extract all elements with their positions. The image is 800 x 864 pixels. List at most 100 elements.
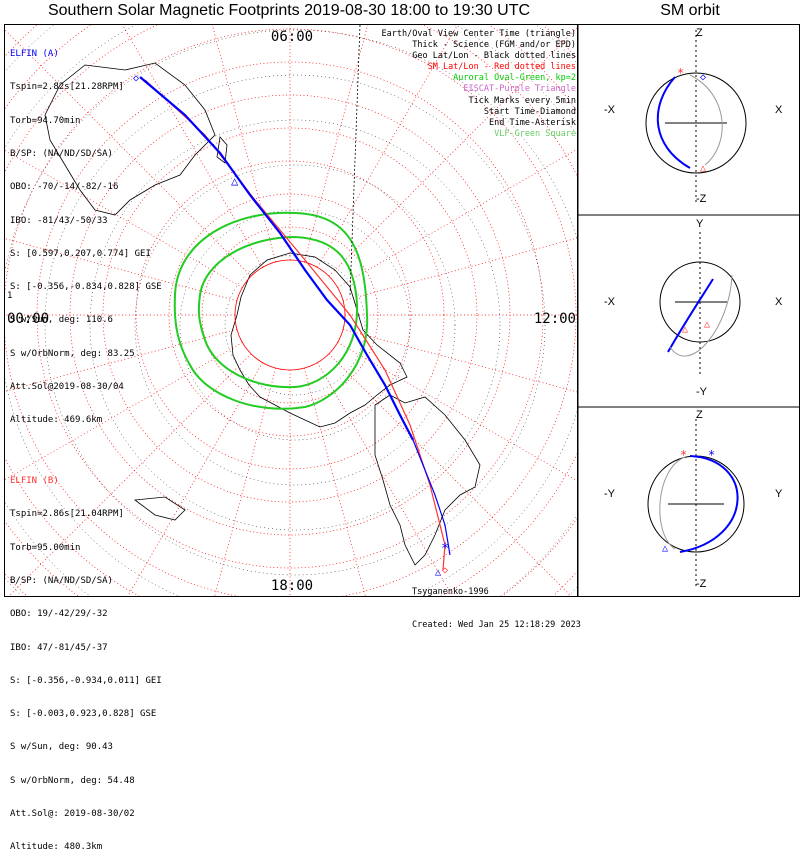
sm-longitude-line <box>343 328 578 393</box>
time-label-06: 06:00 <box>271 29 313 45</box>
legend-item: Start Time-Diamond <box>483 106 576 117</box>
earth-circle <box>645 72 747 174</box>
orbit2-label-bottom: -Y <box>696 386 707 398</box>
sm-longitude-line <box>5 29 252 277</box>
elfin-b-info: ELFIN (B) Tspin=2.86s[21.04RPM] Torb=95.… <box>10 454 162 864</box>
sm-longitude-line <box>328 26 578 277</box>
plot-title: Southern Solar Magnetic Footprints 2019-… <box>47 2 531 19</box>
orbit-panel-xy: △ △ <box>659 232 741 377</box>
orbit3-label-top: Z <box>696 409 703 421</box>
orbit3-label-bottom: -Z <box>696 578 707 590</box>
geo-latitude-circle <box>134 164 456 486</box>
track-a-line-south <box>412 439 451 556</box>
end-asterisk: * <box>677 66 684 80</box>
legend-item: Geo Lat/Lon - Black dotted lines <box>412 51 576 62</box>
sm-latitude-circle <box>168 193 412 437</box>
orbit1-label-top: Z <box>696 27 703 39</box>
created-timestamp: Created: Wed Jan 25 12:18:29 2023 <box>412 620 581 630</box>
australia-coast <box>374 394 481 566</box>
start-diamond: ◇ <box>700 72 706 83</box>
polar-cap-circle <box>234 259 346 371</box>
elfin-a-line: Att.Sol@2019-08-30/04 <box>10 382 124 392</box>
geo-latitude-circle <box>224 254 366 396</box>
track-a-end-triangle: △ <box>435 567 441 578</box>
elfin-b-line: OBO: 19/-42/29/-32 <box>10 609 108 620</box>
orbit-path-a <box>679 455 739 553</box>
time-label-00: 00:00 <box>7 311 49 327</box>
elfin-b-line: S: [-0.003,0.923,0.828] GSE <box>10 709 157 720</box>
orbit2-label-right: X <box>775 296 783 308</box>
orbit2-label-left: -X <box>604 296 615 308</box>
model-credit: Tsyganenko-1996 <box>412 587 489 597</box>
elfin-a-line: Altitude: 469.6km <box>10 415 103 426</box>
orbit3-label-right: Y <box>775 488 783 500</box>
antarctica-coast <box>230 252 408 428</box>
sm-longitude-line <box>337 342 578 482</box>
edge-mark: 1 <box>7 291 12 301</box>
orbit-panel-title: SM orbit <box>660 2 720 19</box>
sm-longitude-line <box>317 25 458 268</box>
sm-longitude-line <box>303 368 366 597</box>
sm-longitude-line <box>211 25 277 262</box>
elfin-b-line: Tspin=2.86s[21.04RPM] <box>10 509 124 520</box>
africa-coast <box>44 62 216 216</box>
elfin-b-line: S: [-0.356,-0.934,0.011] GEI <box>10 675 162 686</box>
elfin-a-line: Torb=94.70min <box>10 115 81 126</box>
orbit-panel-yz: * * △ <box>647 419 745 589</box>
elfin-a-name: ELFIN (A) <box>10 49 59 60</box>
start-asterisk: * <box>708 448 715 462</box>
track-a-start-diamond: ◇ <box>133 73 139 84</box>
auroral-oval-inner <box>197 235 359 389</box>
elfin-b-line: S w/Sun, deg: 90.43 <box>10 742 113 753</box>
geo-latitude-circle <box>89 119 501 531</box>
legend-item: Earth/Oval View Center Time (triangle) <box>381 29 576 39</box>
orbit-path-a <box>667 278 714 353</box>
footprint-map: ◇ ◇ △ * △ 06:00 00:00 12:00 18:00 1 <box>5 25 578 597</box>
sm-latitude-circle <box>102 127 478 503</box>
center-triangle: △ <box>682 324 688 335</box>
legend-item: Tick Marks every 5min <box>468 95 576 106</box>
legend-item: End Time-Asterisk <box>489 117 576 128</box>
sm-longitude-line <box>7 353 252 597</box>
sm-longitude-line <box>214 368 277 597</box>
sm-longitude-line <box>5 342 243 480</box>
track-elfin-a: ◇ △ * △ <box>133 73 451 578</box>
elfin-b-line: Altitude: 480.3km <box>10 842 103 853</box>
new-zealand-coast <box>133 496 186 521</box>
time-label-18: 18:00 <box>271 578 313 594</box>
elfin-b-line: S w/OrbNorm, deg: 54.48 <box>10 775 135 786</box>
elfin-b-line: Att.Sol@: 2019-08-30/02 <box>10 809 135 819</box>
center-triangle: △ <box>662 543 668 554</box>
legend-item: VLF-Green Square <box>494 128 576 139</box>
sm-longitude-line <box>337 148 578 288</box>
track-b-start-diamond: ◇ <box>442 565 448 576</box>
orbit-path-b <box>669 274 733 357</box>
elfin-a-line: OBO: -70/-14/-82/-16 <box>10 182 119 193</box>
center-triangle: △ <box>700 163 706 174</box>
elfin-a-line: Tspin=2.82s[21.28RPM] <box>10 82 124 93</box>
legend-item: Thick - Science (FGM and/or EPD) <box>412 40 576 51</box>
sm-latitude-circle <box>36 61 544 569</box>
orbit1-label-bottom: -Z <box>696 193 707 205</box>
elfin-b-line: Torb=95.00min <box>10 542 81 553</box>
elfin-a-info: ELFIN (A) Tspin=2.82s[21.28RPM] Torb=94.… <box>10 27 162 437</box>
legend-item: Auroral Oval-Green, kp=2 <box>453 73 576 84</box>
elfin-a-line: IBO: -81/43/-50/33 <box>10 215 108 226</box>
orbit-panel-xz: * ◇ △ <box>645 30 747 205</box>
orbit-path-b <box>689 74 723 166</box>
sm-longitude-line <box>126 362 263 597</box>
sm-latitude-circle <box>201 226 379 404</box>
track-a-end-asterisk: * <box>441 541 449 557</box>
sm-longitude-line <box>303 25 369 262</box>
geo-latitude-circle <box>44 74 546 576</box>
orbit-panels: * ◇ △ △ △ * * △ <box>645 30 747 589</box>
elfin-a-line: S w/Sun, deg: 110.6 <box>10 315 113 326</box>
orbit-path-b <box>659 456 686 550</box>
elfin-b-line: IBO: 47/-81/45/-37 <box>10 642 108 653</box>
orbit3-label-left: -Y <box>604 488 615 500</box>
elfin-b-line: B/SP: (NA/ND/SD/SA) <box>10 576 113 587</box>
sm-longitude-line <box>122 25 263 268</box>
geo-grid <box>5 25 578 597</box>
legend-item: SM Lat/Lon - Red dotted lines <box>427 62 576 73</box>
elfin-a-line: B/SP: (NA/ND/SD/SA) <box>10 149 113 160</box>
